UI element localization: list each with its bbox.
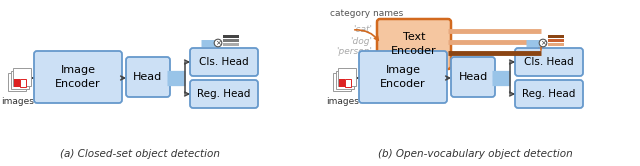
Text: Reg. Head: Reg. Head <box>522 89 576 99</box>
Text: Image
Encoder: Image Encoder <box>55 65 101 89</box>
FancyBboxPatch shape <box>515 80 583 108</box>
Bar <box>346 79 351 86</box>
Bar <box>223 42 239 46</box>
Circle shape <box>540 39 547 47</box>
FancyBboxPatch shape <box>333 73 351 91</box>
Bar <box>14 79 20 86</box>
Bar <box>339 79 345 86</box>
Bar <box>548 35 564 38</box>
Text: (b) Open-vocabulary object detection: (b) Open-vocabulary object detection <box>378 149 572 159</box>
Text: 'cat': 'cat' <box>353 26 372 35</box>
Text: Text
Encoder: Text Encoder <box>391 32 437 56</box>
Text: Cls. Head: Cls. Head <box>199 57 249 67</box>
FancyBboxPatch shape <box>377 19 451 69</box>
Text: Image
Encoder: Image Encoder <box>380 65 426 89</box>
FancyBboxPatch shape <box>10 71 29 88</box>
Text: Head: Head <box>133 72 163 82</box>
FancyBboxPatch shape <box>34 51 122 103</box>
Bar <box>223 35 239 38</box>
FancyBboxPatch shape <box>359 51 447 103</box>
Text: ×: × <box>540 40 546 46</box>
Bar <box>548 39 564 42</box>
Text: 'dog': 'dog' <box>350 37 372 45</box>
Text: category names: category names <box>330 9 403 18</box>
Bar <box>548 42 564 46</box>
Text: 'person': 'person' <box>336 47 372 56</box>
Bar <box>223 39 239 42</box>
Text: images: images <box>1 97 35 107</box>
Text: ×: × <box>215 40 221 46</box>
FancyBboxPatch shape <box>451 57 495 97</box>
FancyBboxPatch shape <box>190 80 258 108</box>
Text: (a) Closed-set object detection: (a) Closed-set object detection <box>60 149 220 159</box>
FancyBboxPatch shape <box>13 68 31 86</box>
FancyBboxPatch shape <box>515 48 583 76</box>
FancyBboxPatch shape <box>8 73 26 91</box>
FancyBboxPatch shape <box>335 71 353 88</box>
Circle shape <box>214 39 222 47</box>
FancyBboxPatch shape <box>126 57 170 97</box>
FancyBboxPatch shape <box>338 68 356 86</box>
Text: Head: Head <box>458 72 488 82</box>
Text: Cls. Head: Cls. Head <box>524 57 574 67</box>
Text: Reg. Head: Reg. Head <box>197 89 251 99</box>
Bar <box>20 79 26 86</box>
FancyBboxPatch shape <box>190 48 258 76</box>
Text: images: images <box>326 97 360 107</box>
